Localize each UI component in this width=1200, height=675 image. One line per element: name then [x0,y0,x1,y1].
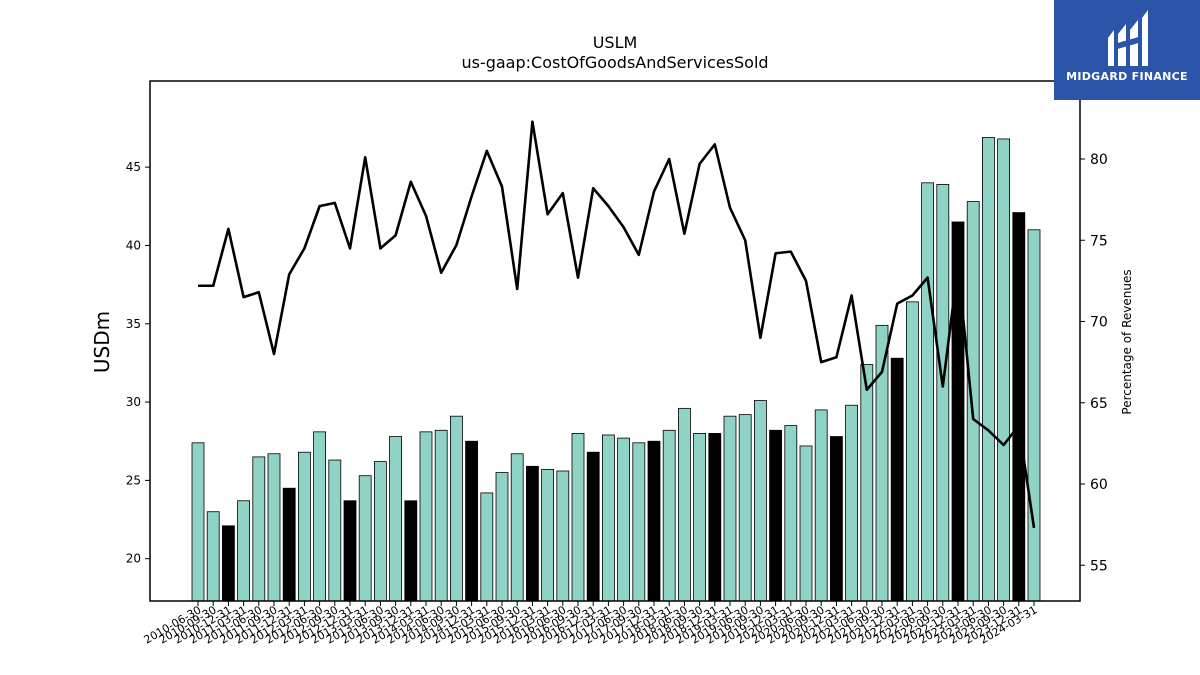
y2-tick-label: 80 [1090,152,1108,168]
bar [480,492,494,602]
bar [571,433,585,602]
bar [906,301,919,602]
y-tick-label: 45 [126,160,141,174]
chart-subtitle: us-gaap:CostOfGoodsAndServicesSold [461,53,768,72]
bar [526,465,539,602]
bar [1012,212,1026,602]
bar [1027,229,1041,602]
percentage-line [198,120,1036,529]
bar [997,138,1010,602]
bar [221,525,235,602]
y2-tick-label: 65 [1090,396,1108,412]
bar [297,451,311,602]
brand-logo: MIDGARD FINANCE [1054,0,1200,100]
bar [313,431,327,602]
bar [662,429,676,602]
bar [237,500,251,602]
bar [373,461,387,602]
bar [541,469,554,602]
bar [358,475,372,602]
y2-tick-label: 55 [1090,558,1108,574]
bar [708,433,722,602]
bar [784,425,798,602]
y-tick-label: 40 [126,238,141,252]
y-axis-label: USDm [90,311,114,373]
bar [191,442,205,602]
y2-tick-label: 70 [1090,315,1108,331]
bar [602,434,615,602]
bar [936,183,950,602]
midgard-logo-icon [1108,10,1148,66]
bar [465,440,479,602]
bar [814,409,828,602]
bar [206,511,220,602]
bar [495,472,509,602]
line-series [198,120,1036,529]
bar [830,436,843,602]
y2-axis-label: Percentage of Revenues [1120,269,1134,414]
y-tick-label: 30 [126,395,141,409]
bar [282,487,296,602]
y2-tick-label: 60 [1090,477,1108,493]
bar [982,136,995,602]
bar [723,415,737,602]
bar [647,440,661,602]
bar [921,182,934,602]
brand-name: MIDGARD FINANCE [1066,70,1188,83]
axes: 2025303540455560657075802010-06-302010-0… [126,80,1108,647]
bar [389,436,403,602]
bar [754,400,767,602]
bar [510,453,524,602]
bar [890,357,904,602]
y-tick-label: 35 [126,317,141,331]
bar [434,429,448,602]
bar [678,407,691,602]
bar [328,459,342,602]
plot-frame [149,80,1081,602]
bar [799,445,813,602]
chart-title: USLM [593,33,638,52]
bar [617,437,630,602]
bar [769,429,782,602]
bar [252,456,266,602]
y2-tick-label: 75 [1090,233,1108,249]
bar [449,415,463,602]
bar [845,404,858,602]
bar [404,500,418,602]
bar [966,201,980,602]
y-tick-label: 20 [126,552,141,566]
bar [267,453,281,602]
bar [632,442,646,602]
bar [419,431,433,602]
bar [586,451,600,602]
bar [738,414,752,602]
bar [556,470,570,602]
bar [860,364,874,602]
y-tick-label: 25 [126,473,141,487]
bar [693,433,706,602]
bar [343,500,357,602]
